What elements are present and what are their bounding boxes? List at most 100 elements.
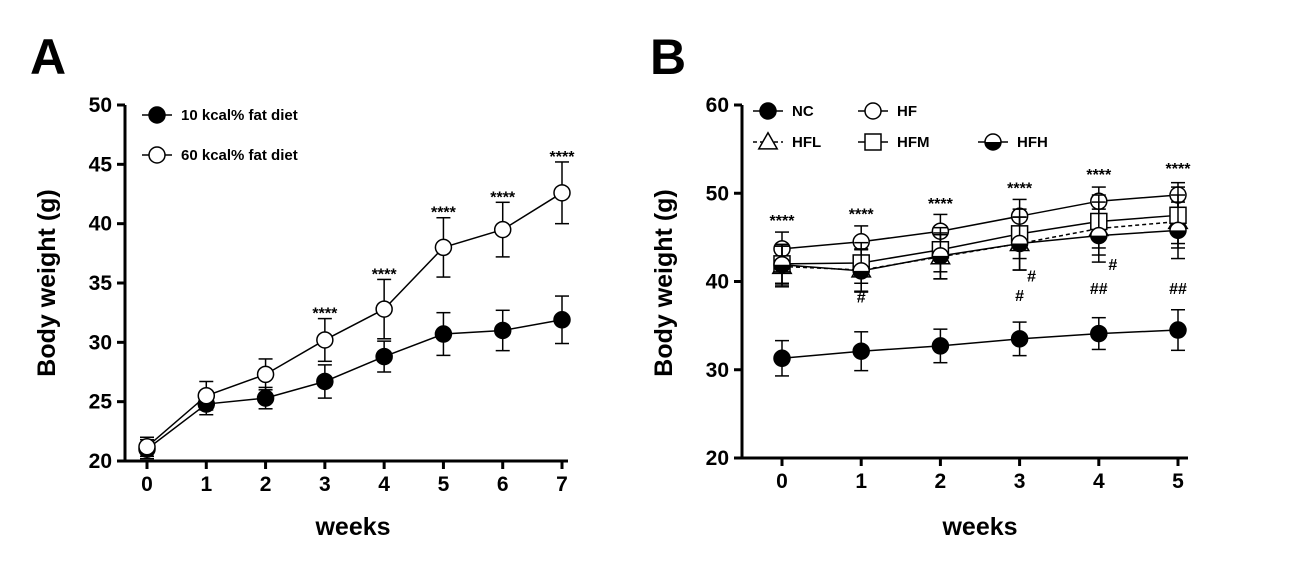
panel-b-legend-marker bbox=[757, 131, 779, 150]
panel-a-legend-marker-shape bbox=[148, 106, 166, 124]
panel-a-legend-label: 60 kcal% fat diet bbox=[181, 147, 298, 164]
panel-a-data-point bbox=[493, 321, 512, 340]
panel-a-data-point bbox=[316, 372, 334, 391]
panel-a-y-tick-label: 40 bbox=[89, 213, 112, 236]
panel-b-data-point bbox=[931, 247, 950, 265]
panel-a-y-tick-label: 35 bbox=[89, 272, 113, 295]
panel-a-significance-mark: **** bbox=[490, 189, 516, 206]
panel-b-legend-marker-shape bbox=[759, 102, 777, 120]
panel-a-data-point bbox=[138, 438, 156, 456]
panel-a-significance-mark: **** bbox=[550, 149, 576, 166]
panel-a-data-point bbox=[553, 311, 571, 329]
panel-b-data-point-fill bbox=[774, 264, 790, 273]
panel-b-data-point-shape bbox=[1090, 324, 1108, 343]
panel-a-data-point-shape bbox=[316, 331, 334, 349]
panel-a-legend-marker-shape bbox=[148, 146, 166, 164]
panel-a-data-point-shape bbox=[553, 311, 571, 329]
panel-a-x-tick-label: 1 bbox=[200, 473, 212, 496]
panel-b-significance-mark: **** bbox=[928, 196, 954, 213]
panel-b-y-tick-label: 60 bbox=[706, 94, 729, 117]
panel-a-x-tick-label: 4 bbox=[378, 473, 390, 496]
panel-b-series-line bbox=[781, 214, 1179, 265]
panel-b-significance-mark: **** bbox=[770, 213, 796, 230]
panel-b-y-tick-label: 30 bbox=[706, 359, 729, 382]
panel-a-x-tick-label: 3 bbox=[319, 473, 331, 496]
panel-b-significance-mark: ## bbox=[1169, 281, 1187, 298]
panel-b-legend-label: HF bbox=[897, 103, 917, 120]
panel-a-significance-mark: **** bbox=[372, 266, 398, 283]
panel-b-y-tick-label: 40 bbox=[706, 271, 729, 294]
panel-b-significance-mark: # bbox=[1015, 288, 1024, 305]
panel-b-chart: 20 30 40 50 60 0 1 2 3 4 5 **** **** **** **** **** ****… bbox=[706, 94, 1192, 493]
panel-a-data-point-shape bbox=[256, 365, 275, 384]
panel-b-data-point-fill bbox=[853, 270, 870, 279]
panel-a-data-point-shape bbox=[553, 184, 571, 202]
panel-a-series-line bbox=[146, 192, 563, 448]
panel-a-y-axis-title: Body weight (g) bbox=[33, 189, 61, 376]
panel-a-data-point bbox=[375, 300, 393, 318]
panel-b-legend-marker bbox=[759, 102, 777, 120]
panel-b-data-point-fill bbox=[1090, 235, 1107, 244]
panel-a-data-point-shape bbox=[434, 238, 453, 257]
panel-b-data-point-fill bbox=[1011, 243, 1028, 252]
panel-b-x-tick-label: 5 bbox=[1172, 470, 1184, 493]
panel-b-series-line bbox=[781, 329, 1179, 360]
panel-b-data-point bbox=[1010, 330, 1029, 348]
panel-a-data-point-shape bbox=[375, 300, 393, 318]
panel-a-y-tick-label: 30 bbox=[89, 331, 112, 354]
panel-b-series-hfl bbox=[771, 194, 1189, 292]
panel-b-x-tick-label: 3 bbox=[1014, 470, 1026, 493]
panel-a-y-tick-label: 50 bbox=[89, 94, 112, 117]
panel-b-legend-marker-fill bbox=[985, 142, 1001, 150]
panel-b-data-point-shape bbox=[1010, 330, 1029, 348]
panel-a-label: A bbox=[30, 29, 66, 85]
panel-a-y-tick-label: 45 bbox=[89, 153, 113, 176]
panel-b-data-point bbox=[1169, 321, 1187, 339]
panel-b-data-point bbox=[1010, 234, 1029, 253]
panel-b-data-point bbox=[931, 337, 950, 355]
panel-a-legend-marker bbox=[148, 146, 166, 164]
panel-b-series-hf bbox=[773, 181, 1187, 267]
panel-a-series-line bbox=[146, 319, 563, 450]
panel-a-significance-mark: **** bbox=[312, 306, 338, 323]
panel-b-significance-mark: ## bbox=[1090, 281, 1108, 298]
panel-b-x-axis-title: weeks bbox=[941, 513, 1017, 541]
panel-b-x-tick-label: 4 bbox=[1093, 470, 1105, 493]
panel-a-data-point-shape bbox=[138, 438, 156, 456]
panel-b-series-line bbox=[781, 229, 1179, 272]
panel-a-data-point bbox=[256, 389, 275, 407]
panel-b-x-tick-label: 2 bbox=[935, 470, 947, 493]
panel-b-significance-mark: **** bbox=[849, 207, 875, 224]
panel-a-data-point bbox=[375, 347, 393, 366]
panel-a-data-point-shape bbox=[434, 325, 453, 343]
panel-a-x-axis-title: weeks bbox=[314, 513, 390, 541]
panel-b-significance-mark: **** bbox=[1086, 167, 1112, 184]
panel-a-legend-marker bbox=[148, 106, 166, 124]
panel-b-significance-mark: **** bbox=[1007, 180, 1033, 197]
panel-b-series-hfh bbox=[773, 201, 1187, 293]
panel-a-data-point bbox=[434, 325, 453, 343]
panel-a-data-point bbox=[493, 220, 512, 239]
panel-a-data-point-shape bbox=[256, 389, 275, 407]
panel-a-x-tick-label: 6 bbox=[497, 473, 509, 496]
panel-a-data-point bbox=[256, 365, 275, 384]
panel-a-data-point-shape bbox=[375, 347, 393, 366]
panel-b-data-point-shape bbox=[931, 337, 950, 355]
panel-b-series-line bbox=[781, 194, 1179, 250]
panel-b-significance-mark: # bbox=[1108, 257, 1117, 274]
panel-b-data-point bbox=[852, 342, 870, 360]
panel-a-data-point-shape bbox=[316, 372, 334, 391]
panel-b-legend-marker bbox=[864, 133, 882, 151]
panel-b-y-tick-label: 20 bbox=[706, 447, 729, 470]
panel-a-x-tick-label: 2 bbox=[260, 473, 272, 496]
panel-b-legend-label: HFL bbox=[792, 134, 821, 151]
panel-b-legend-label: HFH bbox=[1017, 134, 1048, 151]
panel-a-x-tick-label: 0 bbox=[141, 473, 153, 496]
panel-a-data-point-shape bbox=[197, 386, 216, 405]
panel-b-legend-marker bbox=[864, 102, 882, 120]
panel-a-data-point bbox=[434, 238, 453, 257]
panel-b-label: B bbox=[650, 29, 686, 85]
panel-b-x-tick-label: 0 bbox=[776, 470, 788, 493]
